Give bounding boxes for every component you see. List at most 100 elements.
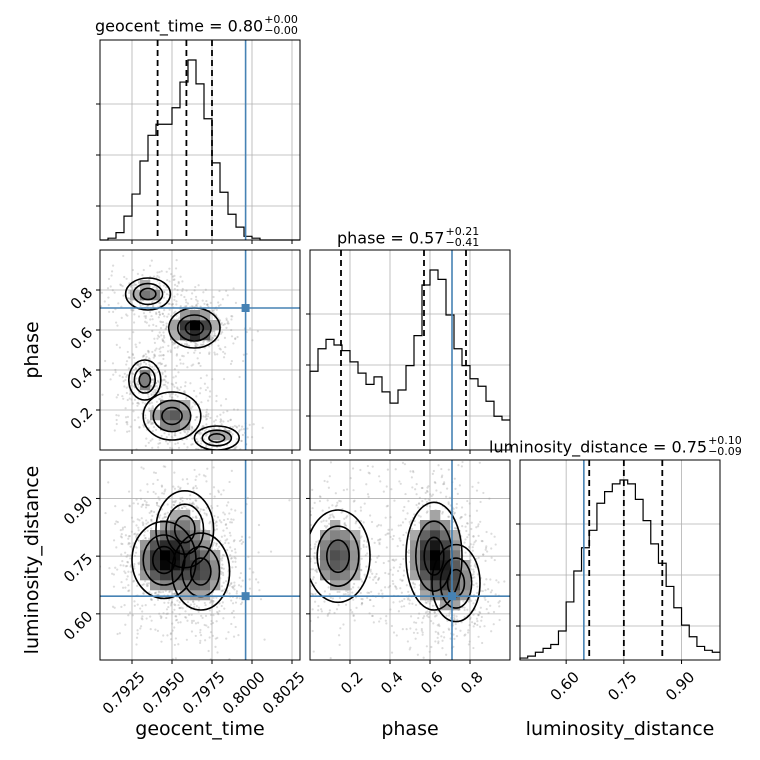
sample-point — [195, 605, 198, 608]
histogram-geocent_time — [100, 59, 300, 241]
sample-point — [304, 573, 306, 575]
sample-point — [472, 570, 475, 573]
sample-point — [292, 604, 294, 606]
sample-point — [125, 363, 128, 366]
sample-point — [186, 366, 189, 369]
sample-point — [224, 539, 227, 542]
sample-point — [156, 370, 159, 374]
sample-point — [471, 549, 474, 552]
sample-point — [463, 616, 466, 619]
sample-point — [171, 383, 175, 386]
density-cell — [180, 420, 191, 431]
sample-point — [290, 547, 292, 549]
sample-point — [191, 426, 194, 429]
sample-point — [438, 430, 440, 432]
sample-point — [208, 636, 211, 639]
sample-point — [166, 612, 169, 615]
sample-point — [209, 492, 212, 496]
sample-point — [150, 422, 153, 426]
sample-point — [394, 468, 397, 471]
sample-point — [206, 386, 209, 389]
sample-point — [146, 504, 149, 507]
sample-point — [179, 497, 182, 500]
sample-point — [232, 287, 235, 290]
sample-point — [206, 453, 208, 455]
sample-point — [326, 480, 329, 483]
tick-label-x-luminosity_distance: 0.90 — [662, 668, 698, 704]
sample-point — [116, 568, 119, 571]
density-cell — [460, 590, 471, 601]
sample-point — [352, 489, 355, 492]
sample-point — [143, 360, 146, 364]
panel-frame — [99, 39, 301, 241]
sample-point — [205, 299, 208, 303]
sample-point — [165, 327, 168, 330]
sample-point — [445, 487, 449, 490]
sample-point — [479, 520, 482, 523]
tick-label-y-phase: 0.2 — [67, 404, 97, 434]
sample-point — [165, 325, 169, 328]
sample-point — [223, 534, 226, 537]
density-cell — [150, 550, 161, 561]
sample-point — [231, 602, 235, 605]
sample-point — [229, 534, 232, 537]
sample-point — [137, 383, 140, 387]
sample-point — [362, 543, 365, 547]
sample-point — [150, 527, 153, 530]
sample-point — [217, 613, 220, 616]
sample-point — [137, 539, 140, 542]
sample-point — [241, 359, 245, 363]
sample-point — [173, 626, 176, 629]
sample-point — [426, 610, 429, 613]
tick-label-y-luminosity_distance: 0.90 — [60, 492, 96, 528]
sample-point — [215, 544, 218, 547]
sample-point — [150, 373, 153, 377]
sample-point — [126, 554, 129, 557]
density-cell — [430, 510, 441, 521]
sample-point — [431, 493, 435, 496]
sample-point — [328, 522, 331, 525]
sample-point — [194, 349, 197, 352]
sample-point — [160, 434, 163, 438]
sample-point — [352, 614, 355, 617]
sample-point — [395, 558, 398, 561]
sample-point — [222, 617, 225, 620]
sample-point — [131, 614, 134, 617]
sample-point — [190, 429, 193, 432]
sample-point — [131, 268, 135, 272]
sample-point — [186, 619, 189, 622]
sample-point — [466, 499, 469, 503]
density-cell — [160, 560, 171, 571]
sample-point — [386, 532, 389, 535]
sample-point — [110, 274, 113, 277]
density-cell — [410, 540, 421, 551]
sample-point — [392, 534, 395, 538]
sample-point — [215, 521, 218, 524]
density-cell — [430, 550, 441, 561]
sample-point — [159, 591, 162, 594]
sample-point — [170, 601, 174, 604]
title-luminosity-distance: luminosity_distance = 0.75 +0.10 −0.09 — [489, 435, 742, 459]
sample-point — [216, 415, 219, 418]
sample-point — [167, 313, 170, 316]
sample-point — [185, 437, 188, 441]
sample-point — [369, 598, 372, 602]
sample-point — [125, 313, 128, 316]
sample-point — [288, 499, 291, 502]
truth-marker — [448, 592, 456, 601]
sample-point — [136, 632, 139, 635]
sample-point — [468, 623, 471, 627]
sample-point — [466, 522, 469, 525]
sample-point — [125, 277, 128, 280]
sample-point — [169, 632, 172, 636]
sample-point — [189, 498, 192, 501]
sample-point — [96, 515, 98, 517]
sample-point — [172, 504, 176, 507]
sample-point — [372, 578, 375, 581]
sample-point — [229, 554, 232, 557]
sample-point — [233, 539, 236, 542]
sample-point — [454, 527, 457, 530]
sample-point — [145, 321, 148, 324]
contour — [208, 432, 226, 443]
sample-point — [395, 587, 398, 590]
